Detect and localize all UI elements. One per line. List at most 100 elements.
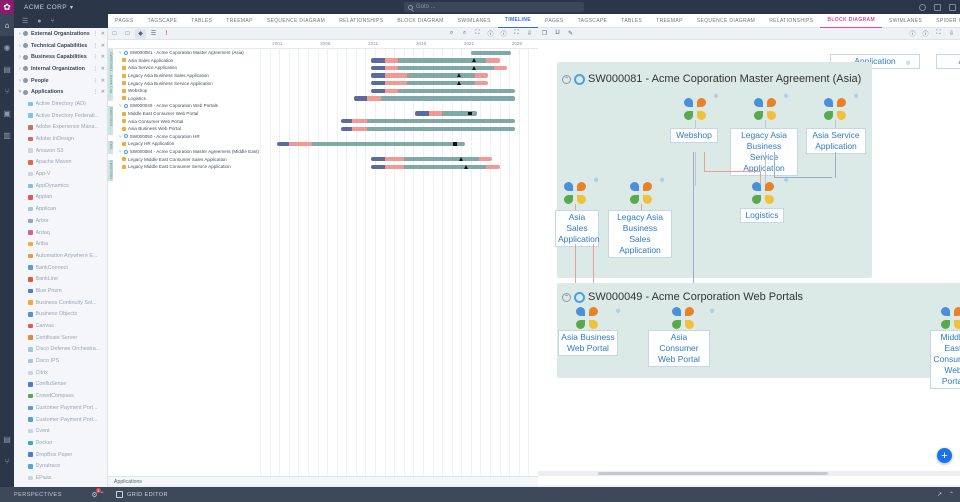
tree-group-external-organizations[interactable]: › External Organizations ⋮ ✕	[14, 28, 107, 40]
milestone-marker[interactable]	[456, 80, 461, 85]
tab-swimlanes[interactable]: SWIMLANES	[889, 17, 923, 24]
tab-sequence-diagram[interactable]: SEQUENCE DIAGRAM	[696, 17, 756, 24]
tree-item[interactable]: Amazon S3	[14, 145, 107, 157]
tree-item[interactable]: App-V	[14, 168, 107, 180]
tree-item[interactable]: Customer Payment Port...	[14, 402, 107, 414]
rail-item-reports[interactable]: ▤	[0, 58, 14, 80]
help-icon[interactable]: ⓘ	[500, 32, 507, 38]
connector-badge-icon[interactable]: ◎	[784, 177, 789, 183]
expand-chevron-icon[interactable]: ˅	[119, 50, 122, 56]
row-actions[interactable]: ⋮ ✕	[93, 78, 105, 84]
tree-item[interactable]: Applican	[14, 203, 107, 215]
diagram-node-legacy-asia-business-service-application[interactable]: Legacy Asia Business Service Application	[730, 128, 798, 176]
block-diagram-canvas[interactable]: Application◎App⌃SW000081 - Acme Coporati…	[538, 40, 960, 471]
tree-item[interactable]: Cisco IPS	[14, 355, 107, 367]
tag-icon[interactable]: ◆	[135, 28, 146, 39]
help-icon[interactable]	[919, 3, 926, 11]
notifications-icon[interactable]	[934, 3, 941, 11]
perspectives-panel-toggle[interactable]: PERSPECTIVES ⚙ 1 ⌃	[0, 487, 108, 502]
timeline-bar[interactable]	[371, 88, 515, 93]
row-actions[interactable]: ⋮ ✕	[93, 43, 105, 49]
connector-badge-icon[interactable]: ◎	[714, 93, 719, 99]
tree-group-applications[interactable]: ˅ Applications ⋮ ✕	[14, 86, 107, 98]
timeline-row[interactable]: Legacy Asia Business Service Application	[108, 79, 538, 87]
timeline-bar[interactable]	[371, 58, 500, 63]
tab-block-diagram[interactable]: BLOCK DIAGRAM	[820, 13, 883, 28]
expand-chevron-icon[interactable]: ˅	[18, 89, 22, 96]
diagram-node-webshop[interactable]: Webshop	[670, 128, 718, 143]
expand-chevron-icon[interactable]: ˅	[119, 133, 122, 139]
tree-item[interactable]: Ardaq	[14, 227, 107, 239]
connector-badge-icon[interactable]: ◎	[854, 93, 859, 99]
timeline-group-row[interactable]: ˅ SW000081 - Acme Coporation Master Agree…	[108, 49, 538, 57]
timeline-row[interactable]: Asia Business Web Portal	[108, 125, 538, 133]
global-search[interactable]: Goto ...	[404, 2, 584, 12]
tab-block-diagram[interactable]: BLOCK DIAGRAM	[397, 17, 444, 24]
app-logo[interactable]: ✿	[0, 0, 14, 14]
tree-item[interactable]: Appian	[14, 192, 107, 204]
block-diagram-view[interactable]: Application◎App⌃SW000081 - Acme Coporati…	[538, 40, 960, 471]
diagram-node-asia-sales-application[interactable]: Asia Sales Application	[555, 210, 600, 247]
collapse-icon[interactable]: ⌃	[948, 492, 954, 498]
row-actions[interactable]: ⋮ ✕	[93, 89, 105, 95]
expand-chevron-icon[interactable]: ˅	[119, 149, 122, 155]
tree-item[interactable]: Dynatrace	[14, 460, 107, 472]
tree-item[interactable]: Business Continuity Sol...	[14, 297, 107, 309]
milestone-marker[interactable]	[472, 65, 477, 70]
expand-chevron-icon[interactable]: ›	[19, 77, 21, 84]
download-icon[interactable]: ⇩	[948, 31, 955, 37]
diagram-node-legacy-asia-business-sales-application[interactable]: Legacy Asia Business Sales Application	[608, 210, 672, 258]
filter-icon[interactable]: ⨿	[555, 30, 560, 36]
milestone-marker[interactable]	[464, 164, 469, 169]
list-icon[interactable]: ☰	[150, 31, 157, 37]
diagram-node-asia-service-application[interactable]: Asia Service Application	[806, 128, 866, 154]
gear-icon[interactable]: ⚙ 1	[91, 487, 101, 499]
row-actions[interactable]: ⋮ ✕	[93, 66, 105, 72]
scrollbar-thumb[interactable]	[598, 472, 828, 475]
timeline-group-row[interactable]: ˅ SW000050 - Acme Coporation HR	[108, 133, 538, 141]
timeline-group-row[interactable]: ˅ SW000049 - Acme Coporation Web Portals	[108, 102, 538, 110]
timeline-row[interactable]: Legacy Middle East Consumer Service Appl…	[108, 163, 538, 171]
tab-spider-chart[interactable]: SPIDER CHART	[936, 17, 960, 24]
tree-item[interactable]: BankConnect	[14, 262, 107, 274]
tree-item[interactable]: Arbor	[14, 215, 107, 227]
timeline-row[interactable]: Logistics	[108, 95, 538, 103]
rail-item-hierarchy[interactable]: ⑂	[0, 80, 14, 102]
tree-item[interactable]: Adobe InDesign	[14, 133, 107, 145]
zoom-in-icon[interactable]: ⌕	[449, 30, 454, 36]
tab-swimlanes[interactable]: SWIMLANES	[457, 17, 491, 24]
expand-chevron-icon[interactable]: ›	[19, 54, 21, 61]
tab-treemap[interactable]: TREEMAP	[656, 17, 683, 24]
fit-icon[interactable]: ⛶	[475, 30, 480, 36]
popout-icon[interactable]: ↗	[936, 492, 942, 498]
rail-item-library[interactable]: ▥	[0, 124, 14, 146]
info-icon[interactable]: ⓘ	[909, 32, 916, 38]
tree-item[interactable]: Active Directory Federati...	[14, 110, 107, 122]
tab-tagscape[interactable]: TAGSCAPE	[577, 17, 608, 24]
timeline-bar[interactable]	[371, 80, 489, 86]
milestone-marker[interactable]	[456, 73, 461, 78]
connector-badge-icon[interactable]: ◎	[660, 177, 665, 183]
rail-item-user[interactable]: ⑂	[0, 450, 14, 472]
timeline-bar[interactable]	[371, 65, 508, 71]
org-selector-label[interactable]: ACME CORP	[24, 3, 67, 11]
apps-icon[interactable]	[949, 3, 956, 11]
timeline-bar[interactable]	[371, 164, 500, 169]
milestone-marker[interactable]	[452, 142, 457, 146]
timeline-row[interactable]: Asia Service Application	[108, 64, 538, 72]
tree-item[interactable]: DropBox Paper	[14, 449, 107, 461]
tree-group-people[interactable]: › People ⋮ ✕	[14, 75, 107, 87]
chevron-down-icon[interactable]: ▾	[69, 4, 73, 11]
rail-item-settings[interactable]: ▤	[0, 428, 14, 450]
tab-sequence-diagram[interactable]: SEQUENCE DIAGRAM	[266, 17, 326, 24]
expand-chevron-icon[interactable]: ›	[19, 30, 21, 37]
tab-pages[interactable]: PAGES	[115, 17, 134, 24]
tab-relationships[interactable]: RELATIONSHIPS	[339, 17, 384, 24]
diagram-node-asia-business-web-portal[interactable]: Asia Business Web Portal	[558, 330, 618, 356]
expand-chevron-icon[interactable]: ›	[19, 42, 21, 49]
timeline-group-bar[interactable]	[470, 50, 512, 55]
branch-icon[interactable]: ⑂	[50, 17, 55, 25]
timeline-bar[interactable]	[340, 126, 515, 131]
timeline-bar[interactable]	[277, 141, 466, 147]
edit-icon[interactable]: ✎	[567, 31, 574, 37]
